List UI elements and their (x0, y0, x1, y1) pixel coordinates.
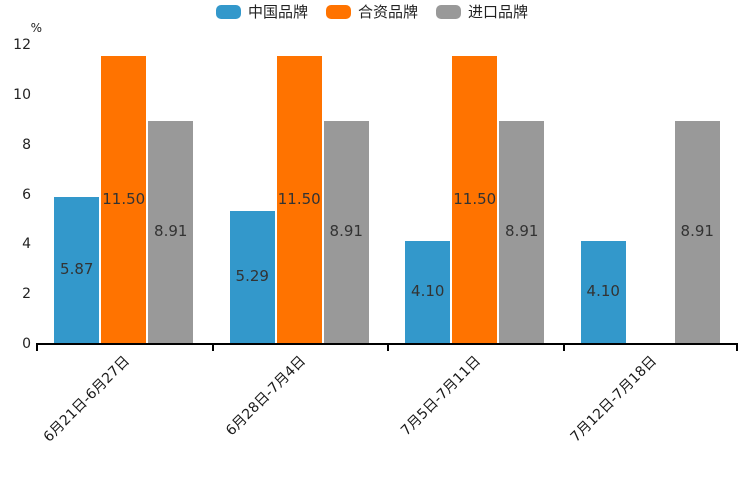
bar-合资品牌-6月28日-7月4日: 11.50 (276, 56, 322, 343)
legend-item-joint-venture-brand[interactable]: 合资品牌 (325, 3, 418, 21)
x-axis-tick (387, 345, 389, 351)
legend-swatch-icon (215, 5, 241, 19)
bar-value-label: 4.10 (411, 281, 445, 300)
x-category-label: 6月21日-6月27日 (40, 353, 134, 446)
bar-value-label: 11.50 (102, 189, 146, 208)
bar-中国品牌-6月28日-7月4日: 5.29 (229, 211, 275, 343)
legend-label: 进口品牌 (468, 3, 529, 21)
bar-value-label: 5.87 (60, 259, 94, 278)
legend-item-import-brand[interactable]: 进口品牌 (436, 3, 528, 21)
y-axis-unit-label: % (30, 21, 42, 35)
y-tick-label: 8 (22, 136, 31, 153)
legend-label: 中国品牌 (247, 3, 308, 21)
bar-value-label: 8.91 (505, 222, 539, 240)
bar-中国品牌-7月5日-7月11日: 4.10 (405, 240, 451, 343)
x-category-label: 7月12日-7月18日 (567, 353, 660, 446)
bar-value-label: 5.29 (235, 267, 269, 286)
bar-value-label: 4.10 (586, 281, 620, 300)
legend-label: 合资品牌 (357, 3, 418, 21)
bar-合资品牌-7月5日-7月11日: 11.50 (452, 56, 498, 343)
bar-value-label: 8.91 (329, 222, 363, 240)
bar-value-label: 11.50 (277, 189, 321, 208)
bar-value-label: 11.50 (453, 189, 497, 208)
legend-swatch-icon (325, 5, 351, 19)
x-category-label: 6月28日-7月4日 (222, 353, 309, 440)
bar-进口品牌-6月28日-7月4日: 8.91 (323, 121, 369, 343)
bar-中国品牌-7月12日-7月18日: 4.10 (580, 240, 626, 343)
y-tick-label: 12 (13, 37, 31, 53)
legend-swatch-icon (436, 5, 461, 19)
x-axis-tick (736, 345, 738, 351)
bar-进口品牌-7月5日-7月11日: 8.91 (499, 121, 545, 343)
y-tick-label: 10 (13, 86, 31, 103)
x-category-label: 7月5日-7月11日 (398, 353, 485, 440)
x-axis-tick (211, 345, 214, 351)
legend: 中国品牌 合资品牌 进口品牌 (0, 3, 744, 21)
legend-item-china-brand[interactable]: 中国品牌 (215, 3, 308, 21)
y-tick-label: 4 (22, 236, 31, 253)
y-tick-label: 0 (22, 336, 31, 352)
plot-area: 5.87 5.29 4.10 4.10 11.50 11.50 11.50 8.91 8.91 8… (36, 46, 738, 351)
bar-value-label: 8.91 (154, 222, 188, 240)
x-axis-tick (36, 345, 38, 351)
y-tick-label: 2 (22, 286, 31, 303)
bar-进口品牌-6月21日-6月27日: 8.91 (148, 121, 194, 343)
bar-value-label: 8.91 (680, 222, 714, 240)
y-tick-label: 6 (22, 186, 31, 203)
bar-中国品牌-6月21日-6月27日: 5.87 (54, 196, 100, 343)
x-axis-tick (562, 345, 565, 351)
bar-合资品牌-6月21日-6月27日: 11.50 (101, 56, 147, 343)
bar-进口品牌-7月12日-7月18日: 8.91 (674, 121, 720, 343)
